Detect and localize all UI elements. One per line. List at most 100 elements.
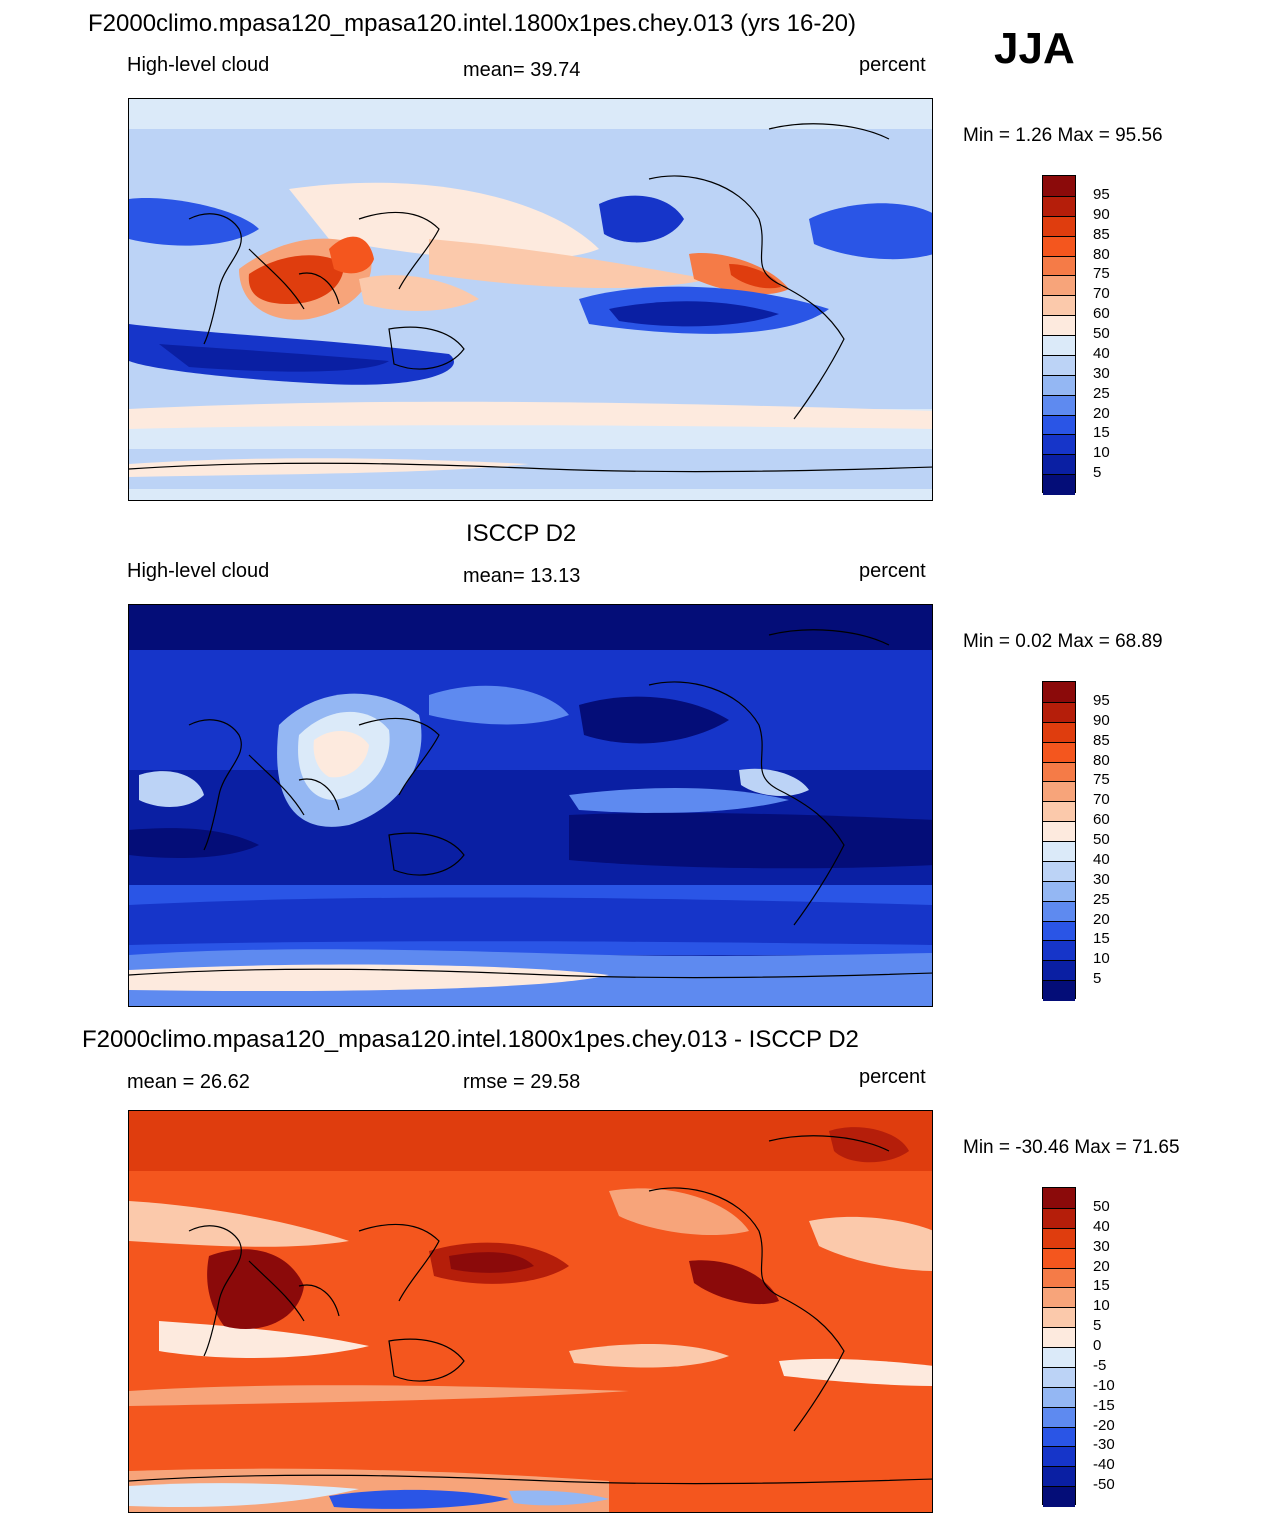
- colorbar-tick-label: 80: [1093, 245, 1110, 263]
- panel-1-colorbar: [1042, 175, 1076, 495]
- colorbar-separator: [1043, 980, 1075, 982]
- colorbar-swatch: [1043, 841, 1075, 862]
- colorbar-separator: [1043, 474, 1075, 476]
- colorbar-tick-label: 90: [1093, 205, 1110, 223]
- panel-2-minmax: Min = 0.02 Max = 68.89: [963, 631, 1163, 652]
- colorbar-tick-label: 60: [1093, 811, 1110, 829]
- colorbar-swatch: [1043, 1347, 1075, 1368]
- colorbar-swatch: [1043, 1426, 1075, 1447]
- colorbar-swatch: [1043, 721, 1075, 743]
- colorbar-separator: [1043, 1366, 1075, 1368]
- panel-1-minmax: Min = 1.26 Max = 95.56: [963, 125, 1163, 146]
- panel-1-title: F2000climo.mpasa120_mpasa120.intel.1800x…: [88, 10, 857, 37]
- panel-2-mean-label: mean= 13.13: [463, 565, 581, 587]
- colorbar-tick-label: -10: [1093, 1376, 1115, 1394]
- colorbar-swatch: [1043, 1327, 1075, 1348]
- colorbar-separator: [1043, 1466, 1075, 1468]
- panel-1-units-label: percent: [859, 54, 926, 76]
- colorbar-separator: [1043, 1446, 1075, 1448]
- colorbar-tick-label: 20: [1093, 910, 1110, 928]
- colorbar-separator: [1043, 1486, 1075, 1488]
- colorbar-tick-label: 0: [1093, 1337, 1102, 1354]
- colorbar-separator: [1043, 354, 1075, 356]
- panel-2-title: ISCCP D2: [466, 520, 577, 547]
- panel-2-contour-field: [129, 605, 932, 1006]
- colorbar-swatch: [1043, 761, 1075, 782]
- panel-1-variable-label: High-level cloud: [127, 54, 270, 76]
- colorbar-tick-label: 85: [1093, 731, 1110, 749]
- colorbar-separator: [1043, 295, 1075, 297]
- colorbar-swatch: [1043, 980, 1075, 1001]
- panel-3-colorbar: [1042, 1187, 1076, 1507]
- colorbar-separator: [1043, 374, 1075, 376]
- colorbar-tick-label: -50: [1093, 1476, 1115, 1494]
- colorbar-swatch: [1043, 960, 1075, 981]
- colorbar-separator: [1043, 255, 1075, 257]
- colorbar-swatch: [1043, 1406, 1075, 1427]
- colorbar-tick-label: 10: [1093, 1297, 1110, 1315]
- colorbar-tick-label: 40: [1093, 344, 1110, 362]
- colorbar-separator: [1043, 215, 1075, 217]
- colorbar-separator: [1043, 940, 1075, 942]
- panel-3-contour-field: [129, 1111, 932, 1512]
- panel-2-map: [128, 604, 933, 1007]
- colorbar-tick-label: 60: [1093, 305, 1110, 323]
- colorbar-swatch: [1043, 275, 1075, 296]
- colorbar-swatch: [1043, 920, 1075, 941]
- colorbar-separator: [1043, 1307, 1075, 1309]
- colorbar-separator: [1043, 1267, 1075, 1269]
- colorbar-tick-label: 50: [1093, 325, 1110, 342]
- colorbar-swatch: [1043, 434, 1075, 455]
- colorbar-separator: [1043, 1426, 1075, 1428]
- colorbar-tick-label: -5: [1093, 1356, 1107, 1374]
- colorbar-swatch: [1043, 1188, 1075, 1209]
- colorbar-swatch: [1043, 255, 1075, 276]
- colorbar-separator: [1043, 860, 1075, 862]
- colorbar-swatch: [1043, 374, 1075, 396]
- colorbar-swatch: [1043, 1466, 1075, 1487]
- colorbar-swatch: [1043, 801, 1075, 822]
- panel-3-mean-label: mean = 26.62: [127, 1071, 250, 1093]
- colorbar-swatch: [1043, 1227, 1075, 1249]
- colorbar-tick-label: 75: [1093, 771, 1110, 789]
- colorbar-tick-label: 40: [1093, 1217, 1110, 1235]
- panel-3-rmse-label: rmse = 29.58: [463, 1071, 581, 1093]
- colorbar-tick-label: -20: [1093, 1416, 1115, 1434]
- panel-3-title: F2000climo.mpasa120_mpasa120.intel.1800x…: [82, 1026, 859, 1053]
- colorbar-separator: [1043, 1406, 1075, 1408]
- colorbar-separator: [1043, 414, 1075, 416]
- colorbar-tick-label: 30: [1093, 870, 1110, 888]
- colorbar-separator: [1043, 1287, 1075, 1289]
- colorbar-tick-label: 25: [1093, 890, 1110, 908]
- colorbar-tick-label: 20: [1093, 404, 1110, 422]
- colorbar-tick-label: 40: [1093, 850, 1110, 868]
- colorbar-swatch: [1043, 1287, 1075, 1308]
- colorbar-swatch: [1043, 394, 1075, 415]
- colorbar-swatch: [1043, 195, 1075, 217]
- colorbar-swatch: [1043, 1446, 1075, 1467]
- colorbar-separator: [1043, 434, 1075, 436]
- colorbar-separator: [1043, 741, 1075, 743]
- colorbar-tick-label: 25: [1093, 384, 1110, 402]
- colorbar-tick-label: 50: [1093, 831, 1110, 848]
- panel-1-map: [128, 98, 933, 501]
- colorbar-tick-label: 10: [1093, 444, 1110, 462]
- colorbar-swatch: [1043, 414, 1075, 435]
- colorbar-tick-label: 30: [1093, 364, 1110, 382]
- colorbar-separator: [1043, 275, 1075, 277]
- panel-1-contour-field: [129, 99, 932, 500]
- colorbar-swatch: [1043, 1247, 1075, 1268]
- colorbar-swatch: [1043, 1307, 1075, 1328]
- colorbar-separator: [1043, 235, 1075, 237]
- colorbar-tick-label: 10: [1093, 950, 1110, 968]
- colorbar-swatch: [1043, 1486, 1075, 1507]
- colorbar-swatch: [1043, 335, 1075, 356]
- colorbar-tick-label: 90: [1093, 711, 1110, 729]
- colorbar-swatch: [1043, 1386, 1075, 1408]
- colorbar-swatch: [1043, 235, 1075, 256]
- colorbar-separator: [1043, 701, 1075, 703]
- colorbar-tick-label: 5: [1093, 1317, 1102, 1335]
- colorbar-separator: [1043, 1327, 1075, 1329]
- panel-3-minmax: Min = -30.46 Max = 71.65: [963, 1137, 1180, 1158]
- colorbar-separator: [1043, 1227, 1075, 1229]
